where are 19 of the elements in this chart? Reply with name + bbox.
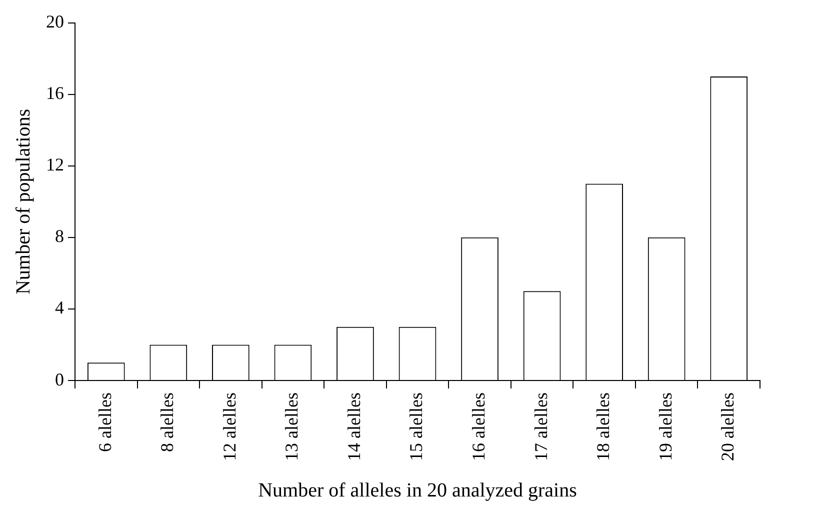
x-tick-label: 13 alelles xyxy=(282,392,302,462)
x-tick-label: 18 alelles xyxy=(593,392,614,462)
x-tick-label: 19 alelles xyxy=(655,392,676,462)
x-tick-label: 14 alelles xyxy=(344,392,364,462)
x-tick-label: 15 alelles xyxy=(406,392,426,462)
x-tick-label: 17 alelles xyxy=(530,392,551,462)
y-tick-label: 20 xyxy=(46,12,64,32)
x-tick-label: 16 alelles xyxy=(468,392,489,462)
y-axis-title: Number of populations xyxy=(12,108,34,294)
y-tick-label: 0 xyxy=(55,369,64,390)
y-tick-label: 8 xyxy=(55,226,64,246)
y-tick-label: 12 xyxy=(46,154,64,175)
x-tick-label: 6 alelles xyxy=(94,392,115,452)
x-tick-label: 20 alelles xyxy=(718,392,738,462)
y-tick-label: 16 xyxy=(46,83,64,104)
y-tick-label: 4 xyxy=(55,298,64,318)
x-axis-title: Number of alleles in 20 analyzed grains xyxy=(258,479,578,502)
x-tick-label: 8 alelles xyxy=(157,392,178,452)
x-tick-label: 12 alelles xyxy=(219,392,240,462)
